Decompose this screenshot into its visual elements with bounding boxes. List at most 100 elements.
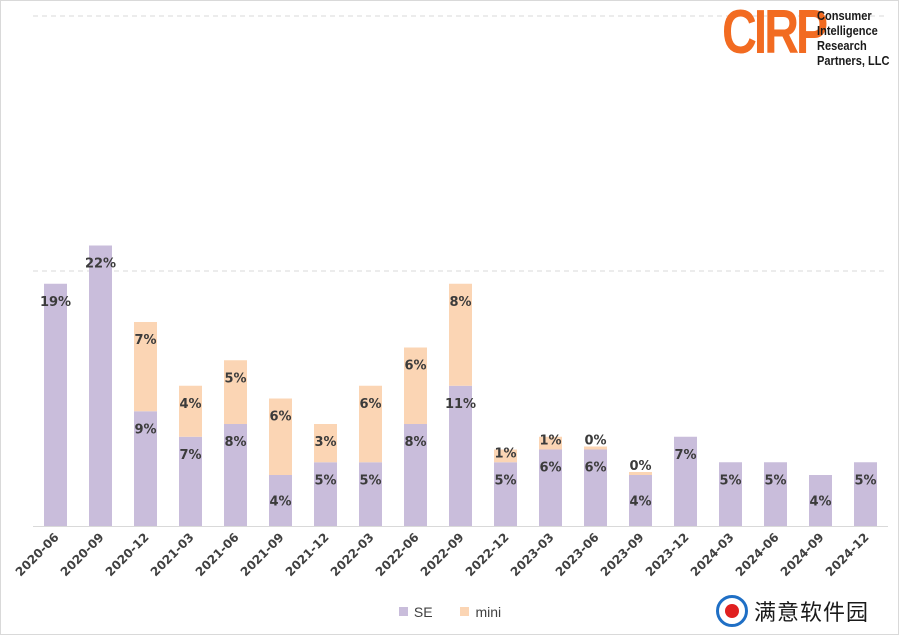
legend: SE mini — [0, 603, 900, 620]
data-label-se: 19% — [40, 295, 71, 310]
data-label-mini: 6% — [269, 410, 291, 425]
logo-company-name: Consumer Intelligence Research Partners,… — [817, 8, 889, 68]
data-label-se: 8% — [224, 435, 246, 450]
legend-label-mini: mini — [475, 603, 502, 620]
data-label-mini: 0% — [629, 459, 651, 474]
data-label-se: 4% — [809, 495, 831, 510]
bar-mini — [359, 385, 382, 463]
x-tick-label: 2022-09 — [418, 530, 467, 579]
legend-label-se: SE — [413, 603, 433, 620]
x-tick-label: 2023-12 — [643, 530, 692, 579]
bar-se — [809, 475, 832, 526]
logo-line: Intelligence — [817, 23, 878, 38]
data-label-mini: 6% — [404, 359, 426, 374]
data-label-mini: 1% — [494, 446, 516, 461]
bar-se — [719, 462, 742, 526]
x-tick-label: 2021-12 — [283, 530, 332, 579]
data-label-mini: 1% — [539, 434, 561, 449]
data-label-se: 5% — [764, 473, 786, 488]
bar-mini — [539, 436, 562, 450]
bar-se — [134, 411, 157, 526]
legend-item-mini: mini — [460, 604, 501, 620]
x-tick-label: 2023-03 — [508, 530, 557, 579]
logo-mark: CIRP — [722, 0, 828, 67]
bar-se — [584, 449, 607, 526]
data-label-mini: 4% — [179, 397, 201, 412]
data-label-mini: 6% — [359, 397, 381, 412]
x-tick-labels: 2020-062020-092020-122021-032021-062021-… — [13, 530, 872, 579]
bar-se — [629, 475, 652, 526]
data-label-se: 7% — [179, 448, 201, 463]
gridlines — [33, 15, 888, 272]
data-label-se: 5% — [494, 473, 516, 488]
data-label-se: 22% — [85, 257, 116, 272]
bar-mini — [584, 446, 607, 450]
data-label-se: 5% — [314, 473, 336, 488]
x-tick-label: 2021-06 — [193, 530, 242, 579]
data-label-mini: 0% — [584, 434, 606, 449]
logo-line: Research — [817, 38, 867, 53]
bar-se — [179, 436, 202, 526]
data-label-mini: 3% — [314, 435, 336, 450]
bar-mini — [179, 385, 202, 437]
data-labels: 19% 22% 9% 7% 7% 4% 8% 5% 4% 6% 5% 3% 5% 6% 8% 6% 11% 8% 5… — [40, 257, 877, 510]
bar-se — [494, 462, 517, 526]
bar-se — [89, 245, 112, 526]
bar-mini — [134, 322, 157, 412]
bar-mini — [404, 347, 427, 424]
bar-mini — [314, 424, 337, 463]
bar-se — [449, 385, 472, 526]
bar-se — [674, 436, 697, 526]
x-tick-label: 2020-06 — [13, 530, 62, 579]
x-tick-label: 2022-12 — [463, 530, 512, 579]
bar-mini — [629, 472, 652, 475]
data-label-se: 5% — [854, 473, 876, 488]
data-label-se: 6% — [539, 461, 561, 476]
x-tick-label: 2021-09 — [238, 530, 287, 579]
bars — [44, 245, 877, 526]
data-label-se: 11% — [445, 397, 476, 412]
data-label-se: 5% — [359, 473, 381, 488]
x-tick-label: 2024-12 — [823, 530, 872, 579]
data-label-mini: 5% — [224, 371, 246, 386]
x-tick-label: 2021-03 — [148, 530, 197, 579]
bar-se — [269, 475, 292, 526]
data-label-se: 4% — [629, 495, 651, 510]
watermark: 满意软件园 — [716, 590, 896, 632]
watermark-logo-icon — [716, 595, 748, 627]
cirp-logo: CIRP Consumer Intelligence Research Part… — [722, 2, 897, 76]
bar-se — [44, 283, 67, 526]
bar-se — [764, 462, 787, 526]
x-tick-label: 2022-06 — [373, 530, 422, 579]
bar-se — [404, 424, 427, 526]
watermark-dot-icon — [725, 604, 739, 618]
bar-se — [314, 462, 337, 526]
x-tick-label: 2024-09 — [778, 530, 827, 579]
x-tick-label: 2024-03 — [688, 530, 737, 579]
x-tick-label: 2023-06 — [553, 530, 602, 579]
bar-se — [359, 462, 382, 526]
bar-mini — [494, 449, 517, 463]
data-label-se: 9% — [134, 422, 156, 437]
legend-item-se: SE — [398, 603, 433, 620]
x-tick-label: 2024-06 — [733, 530, 782, 579]
data-label-se: 5% — [719, 473, 741, 488]
legend-swatch-se — [398, 607, 408, 616]
data-label-mini: 7% — [134, 333, 156, 348]
x-tick-label: 2020-12 — [103, 530, 152, 579]
bar-se — [224, 424, 247, 526]
data-label-se: 6% — [584, 461, 606, 476]
data-label-mini: 8% — [449, 295, 471, 310]
data-label-se: 7% — [674, 448, 696, 463]
x-tick-label: 2020-09 — [58, 530, 107, 579]
logo-line: Partners, LLC — [817, 53, 890, 68]
bar-mini — [449, 283, 472, 386]
watermark-text: 满意软件园 — [754, 601, 870, 626]
bar-se — [854, 462, 877, 526]
bar-mini — [269, 398, 292, 475]
legend-swatch-mini — [460, 607, 470, 616]
data-label-se: 8% — [404, 435, 426, 450]
x-tick-label: 2022-03 — [328, 530, 377, 579]
